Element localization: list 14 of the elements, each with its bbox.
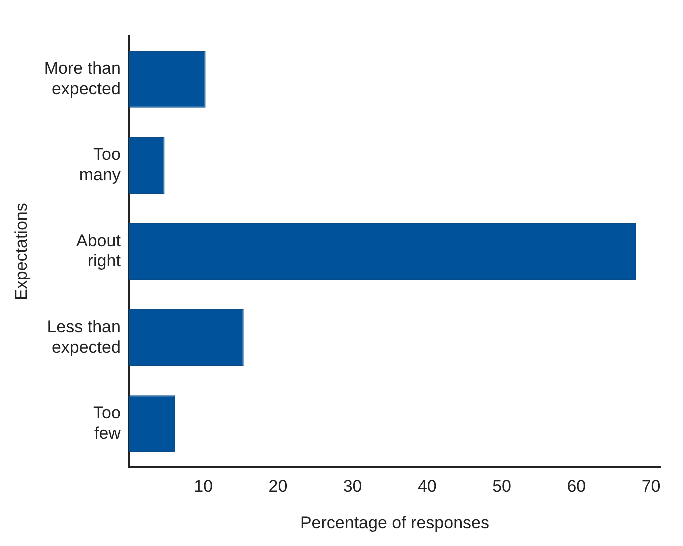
x-tick-label: 40: [418, 477, 437, 496]
x-tick-label: 50: [492, 477, 512, 496]
x-tick-label: 30: [343, 477, 362, 496]
y-tick-label: About right: [76, 231, 122, 271]
x-tick-label: 20: [268, 477, 288, 496]
y-tick-label: Less than expected: [47, 317, 121, 357]
y-axis-title: Expectations: [12, 203, 31, 300]
y-tick-label: Too few: [94, 404, 122, 444]
x-tick-label: 60: [567, 477, 586, 496]
y-tick-label: More than expected: [44, 58, 121, 98]
x-tick-label: 10: [194, 477, 214, 496]
x-tick-label: 70: [642, 477, 661, 496]
y-tick-label: Too many: [79, 145, 122, 185]
x-axis-title: Percentage of responses: [300, 513, 490, 532]
